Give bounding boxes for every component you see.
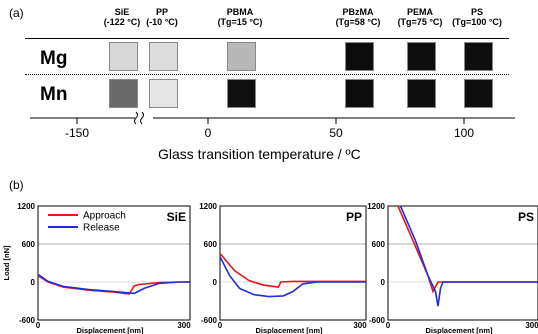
material-tg: (Tg=58 °C) (335, 17, 381, 27)
material-tg: (Tg=100 °C) (452, 17, 502, 27)
panel-a-label: (a) (9, 6, 24, 20)
material-name: PEMA (406, 7, 433, 17)
tg-tick-label: -150 (64, 126, 90, 140)
sample-mg-pp (149, 42, 178, 71)
sample-mg-pbzma (345, 42, 374, 71)
x-axis-label: Displacement [nm] (255, 326, 323, 334)
material-header-pbzma: PBzMA (Tg=58 °C) (323, 7, 393, 27)
tg-tick-label: 100 (453, 126, 475, 140)
tg-tick-label: 50 (329, 126, 343, 140)
y-tick-label: 1200 (367, 202, 385, 211)
sample-mn-pp (149, 79, 178, 108)
material-name: PP (155, 7, 168, 17)
y-tick-label: -600 (369, 316, 386, 325)
material-name: PBMA (226, 7, 254, 17)
chart-title: PS (518, 210, 534, 224)
x-tick-label: 0 (218, 321, 223, 330)
material-tg: (-10 °C) (146, 17, 178, 27)
panel-b-label: (b) (9, 178, 24, 192)
y-tick-label: -600 (19, 316, 36, 325)
y-tick-label: 0 (31, 278, 36, 287)
row-divider (25, 74, 509, 75)
y-tick-label: -600 (201, 316, 218, 325)
sample-mg-sie (109, 42, 138, 71)
plot-frame (219, 205, 367, 321)
sample-mn-pema (407, 79, 436, 108)
material-header-pbma: PBMA (Tg=15 °C) (205, 7, 275, 27)
y-axis-label: Load [nN] (2, 245, 11, 280)
sample-mn-sie (109, 79, 138, 108)
x-tick-label: 300 (525, 321, 538, 330)
table-top-rule (25, 38, 509, 39)
sample-mg-ps (464, 42, 493, 71)
material-name: SiE (114, 7, 130, 17)
y-tick-label: 600 (372, 240, 386, 249)
y-tick-label: 0 (381, 278, 386, 287)
legend-label: Approach (83, 211, 126, 222)
row-label-mn: Mn (40, 84, 68, 105)
tg-tick-label: 0 (204, 126, 212, 140)
chart-title: SiE (167, 210, 186, 224)
x-tick-label: 300 (353, 321, 367, 330)
x-tick-label: 300 (177, 321, 191, 330)
axis-break-mark (140, 111, 144, 125)
series-line-approach (219, 252, 366, 288)
series-line-release (37, 273, 190, 295)
y-tick-label: 1200 (17, 202, 35, 211)
series-line-release (219, 256, 366, 298)
material-name: PBzMA (342, 7, 374, 17)
tg-axis (30, 111, 515, 125)
material-name: PS (470, 7, 483, 17)
plot-frame (37, 205, 191, 321)
sample-mn-pbzma (345, 79, 374, 108)
x-axis-label: Displacement [nm] (76, 326, 144, 334)
x-tick-label: 0 (386, 321, 391, 330)
y-tick-label: 600 (204, 240, 218, 249)
row-label-mg: Mg (40, 48, 68, 69)
tg-axis-title: Glass transition temperature / ºC (158, 146, 361, 162)
chart-title: PP (346, 210, 362, 224)
series-line-release (399, 205, 538, 307)
material-tg: (-122 °C) (103, 17, 141, 27)
y-tick-label: 1200 (199, 202, 217, 211)
sample-mn-pbma (227, 79, 256, 108)
material-header-ps: PS (Tg=100 °C) (442, 7, 512, 27)
sample-mg-pema (407, 42, 436, 71)
sample-mn-ps (464, 79, 493, 108)
material-header-sie: SiE (-122 °C) (87, 7, 157, 27)
material-header-pema: PEMA (Tg=75 °C) (385, 7, 455, 27)
y-tick-label: 600 (22, 240, 36, 249)
legend-label: Release (83, 223, 120, 234)
material-tg: (Tg=15 °C) (217, 17, 263, 27)
material-tg: (Tg=75 °C) (397, 17, 443, 27)
x-axis-label: Displacement [nm] (425, 326, 493, 334)
y-tick-label: 0 (213, 278, 218, 287)
x-tick-label: 0 (36, 321, 41, 330)
plot-frame (387, 205, 538, 321)
material-header-pp: PP (-10 °C) (127, 7, 197, 27)
sample-mg-pbma (227, 42, 256, 71)
axis-break-mark (134, 111, 138, 125)
